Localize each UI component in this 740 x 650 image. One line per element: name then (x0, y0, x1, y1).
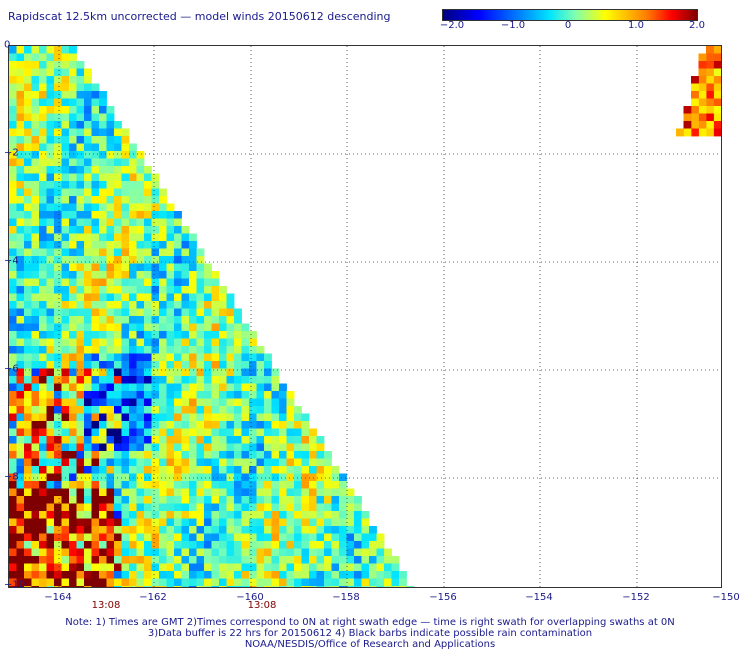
wind-map-svg (9, 46, 721, 587)
lat-label: −10 (4, 579, 26, 591)
lon-label: −152 (622, 592, 650, 603)
lat-label: −2 (4, 147, 19, 159)
chart-title: Rapidscat 12.5km uncorrected — model win… (8, 10, 391, 23)
wind-map (8, 45, 722, 588)
colorbar-tick: 2.0 (689, 20, 705, 31)
lat-label: 0 (4, 39, 11, 51)
note-line: 3)Data buffer is 22 hrs for 20150612 4) … (147, 628, 593, 639)
lon-label: −150 (712, 592, 740, 603)
lon-label: −164 (44, 592, 72, 603)
lon-label: −162 (139, 592, 167, 603)
colorbar-tick: 0 (564, 20, 572, 31)
lon-label: −154 (525, 592, 553, 603)
lon-label: −158 (332, 592, 360, 603)
note-line: Note: 1) Times are GMT 2)Times correspon… (65, 617, 675, 628)
lon-label: −160 (236, 592, 264, 603)
colorbar (442, 9, 698, 21)
colorbar-tick: −1.0 (500, 20, 526, 31)
time-label: 13:08 (247, 600, 277, 611)
lat-label: −8 (4, 471, 19, 483)
lat-label: −6 (4, 363, 19, 375)
colorbar-tick: −2.0 (439, 20, 465, 31)
note-line: NOAA/NESDIS/Office of Research and Appli… (244, 639, 496, 650)
colorbar-tick: 1.0 (628, 20, 644, 31)
lon-label: −156 (429, 592, 457, 603)
lat-label: −4 (4, 255, 19, 267)
time-label: 13:08 (91, 600, 121, 611)
